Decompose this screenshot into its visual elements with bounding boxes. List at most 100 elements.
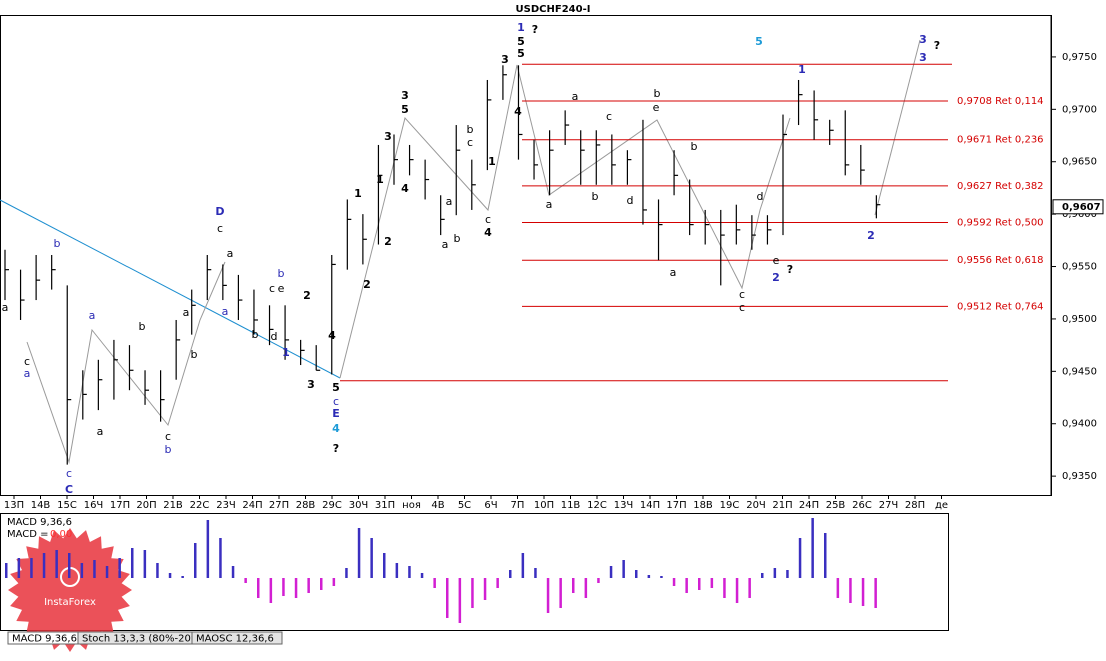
macd-bar <box>748 578 751 598</box>
y-tick-label: 0,9700 <box>1062 104 1097 115</box>
wave-label: c <box>485 213 491 226</box>
macd-bar <box>546 578 550 613</box>
wave-label: 2 <box>363 278 371 291</box>
macd-bar <box>294 578 298 598</box>
macd-bar <box>420 573 424 578</box>
macd-bar <box>483 578 487 600</box>
macd-bar <box>609 566 613 578</box>
macd-bar <box>824 533 827 578</box>
macd-bar <box>357 528 361 578</box>
macd-bar <box>332 578 336 586</box>
fib-label: 0,9592 Ret 0,500 <box>957 218 1044 229</box>
wave-label: 3 <box>501 53 509 66</box>
wave-label: d <box>757 190 764 203</box>
wave-label: 4 <box>484 226 492 239</box>
x-tick-label: 21В <box>163 500 183 511</box>
macd-bar <box>647 575 651 578</box>
x-tick-label: 31П <box>375 500 395 511</box>
wave-label: 3 <box>307 378 315 391</box>
macd-bar <box>496 578 499 588</box>
wave-label: c <box>467 136 473 149</box>
x-tick-label: 12С <box>587 500 607 511</box>
wave-label: c <box>217 222 223 235</box>
x-tick-label: 26С <box>852 500 872 511</box>
wave-label: 2 <box>384 235 392 248</box>
wave-label: d <box>271 330 278 343</box>
watermark-text: InstaForex <box>44 597 96 608</box>
wave-label: b <box>139 320 146 333</box>
y-tick-label: 0,9500 <box>1062 314 1097 325</box>
macd-bar <box>257 578 260 598</box>
macd-bar <box>408 566 411 578</box>
readout-label: MACD = <box>7 529 49 540</box>
macd-bar <box>118 558 121 578</box>
wave-label: c <box>24 355 30 368</box>
macd-bar <box>244 578 247 583</box>
y-tick-label: 0,9550 <box>1062 262 1097 273</box>
x-tick-label: 13Ч <box>614 500 634 511</box>
macd-bar <box>181 576 184 578</box>
wave-label: 1 <box>376 173 384 186</box>
wave-label: ? <box>532 23 538 36</box>
wave-label: c <box>606 110 612 123</box>
wave-label: 1 <box>354 187 362 200</box>
macd-bar <box>156 563 159 578</box>
macd-bar <box>80 563 84 578</box>
macd-bar <box>17 558 21 578</box>
macd-bar <box>761 573 764 578</box>
wave-label: a <box>227 247 234 260</box>
macd-bar <box>786 570 789 578</box>
last-price-label: 0,9607 <box>1062 202 1101 213</box>
x-tick-label: 14П <box>640 500 660 511</box>
wave-label: 5 <box>401 103 409 116</box>
wave-label: 4 <box>401 182 409 195</box>
x-tick-label: 5С <box>458 500 471 511</box>
x-tick-label: 18В <box>693 500 713 511</box>
x-tick-label: 10П <box>534 500 554 511</box>
x-tick-label: де <box>935 500 948 511</box>
macd-bar <box>861 578 865 606</box>
wave-label: C <box>65 483 73 496</box>
wave-label: c <box>333 395 339 408</box>
wave-label: c <box>269 282 275 295</box>
x-tick-label: 6Ч <box>484 500 497 511</box>
wave-label: a <box>222 305 229 318</box>
wave-label: a <box>670 266 677 279</box>
y-tick-label: 0,9650 <box>1062 157 1097 168</box>
wave-label: 1 <box>488 155 496 168</box>
macd-bar <box>849 578 852 603</box>
wave-label: a <box>446 195 453 208</box>
x-tick-label: 21П <box>772 500 792 511</box>
x-tick-label: 27Ч <box>879 500 899 511</box>
macd-bar <box>168 573 172 578</box>
wave-label: E <box>332 407 340 420</box>
macd-bar <box>735 578 739 603</box>
macd-bar <box>231 566 235 578</box>
wave-label: b <box>252 328 259 341</box>
wave-label: c <box>165 430 171 443</box>
wave-label: b <box>191 348 198 361</box>
macd-bar <box>836 578 840 598</box>
wave-label: 5 <box>332 381 340 394</box>
macd-bar <box>584 578 588 598</box>
x-tick-label: 7П <box>511 500 525 511</box>
wave-label: b <box>165 443 172 456</box>
macd-bar <box>559 578 562 608</box>
wave-label: e <box>278 282 285 295</box>
wave-label: 2 <box>867 229 875 242</box>
macd-bar <box>521 553 525 578</box>
macd-bar <box>660 576 663 578</box>
last-price-box <box>1052 199 1104 215</box>
macd-bar <box>622 560 625 578</box>
macd-bar <box>383 553 386 578</box>
wave-label: 2 <box>303 289 311 302</box>
fib-label: 0,9708 Ret 0,114 <box>957 96 1044 107</box>
macd-bar <box>433 578 436 588</box>
fib-label: 0,9512 Ret 0,764 <box>957 301 1044 312</box>
wave-label: a <box>572 90 579 103</box>
tab-label: Stoch 13,3,3 (80%-20%) <box>82 634 204 645</box>
indicator-tab[interactable] <box>191 631 283 645</box>
macd-bar <box>143 550 147 578</box>
macd-bar <box>685 578 688 593</box>
wave-label: 4 <box>514 105 522 118</box>
